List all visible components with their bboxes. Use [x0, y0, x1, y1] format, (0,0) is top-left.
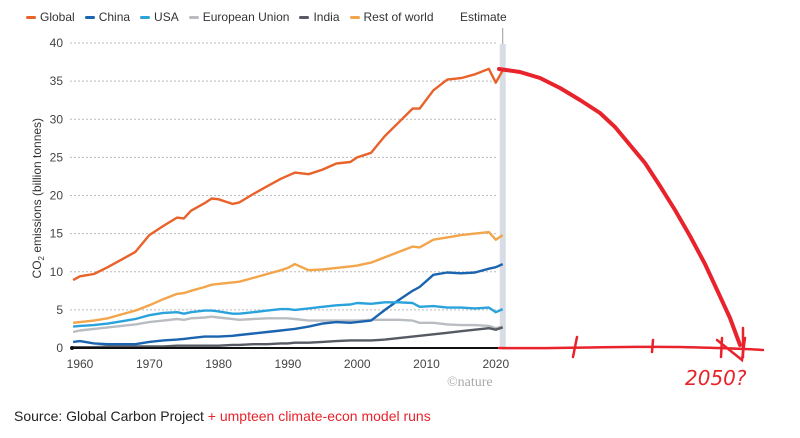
legend-label: European Union [202, 10, 290, 24]
x-tick-label: 2000 [344, 357, 371, 371]
legend-swatch [349, 15, 360, 19]
estimate-label: Estimate [460, 10, 507, 24]
x-tick-label: 1970 [136, 357, 163, 371]
extended-x-tick [571, 335, 579, 359]
projection-curve [497, 67, 742, 347]
x-tick-label: 1960 [67, 357, 94, 371]
y-tick-label: 10 [50, 265, 64, 279]
series-line-global [72, 67, 504, 282]
x-tick-label: 2020 [482, 357, 509, 371]
legend-swatch [299, 15, 310, 19]
annotation-2050-label: 2050? [685, 366, 747, 390]
ylabel-rest: emissions (billion tonnes) [29, 117, 44, 257]
legend-label: China [98, 10, 131, 24]
extended-x-tick [650, 338, 655, 354]
x-tick-label: 1990 [275, 357, 302, 371]
y-tick-label: 30 [50, 112, 64, 126]
estimate-band [499, 44, 506, 348]
y-tick-label: 20 [50, 189, 64, 203]
legend-label: India [313, 10, 340, 24]
series-lines [70, 67, 504, 350]
ylabel-co: CO [29, 260, 44, 279]
series-line-european-union [72, 315, 503, 334]
y-tick-label: 5 [56, 303, 63, 317]
legend-swatch [188, 15, 199, 19]
legend-item: European Union [188, 10, 290, 24]
y-tick-label: 0 [56, 341, 63, 355]
series-line-china [72, 263, 504, 346]
legend-label: Rest of world [363, 10, 434, 24]
series-line-usa [72, 301, 504, 328]
y-tick-label: 35 [50, 74, 64, 88]
legend-item: Global [26, 10, 75, 24]
x-tick-label: 1980 [205, 357, 232, 371]
legend-swatch [84, 15, 95, 19]
legend-item: India [299, 10, 340, 24]
y-tick-label: 40 [50, 36, 64, 50]
extended-x-axis [497, 345, 765, 352]
source-text: Source: Global Carbon Project [14, 408, 208, 424]
legend-item: China [84, 10, 131, 24]
extended-x-tick [719, 336, 724, 359]
ylabel-sub: 2 [37, 256, 47, 261]
series-line-india [73, 326, 504, 349]
y-axis-ticks: 0 5 10 15 20 25 30 35 40 [50, 36, 64, 355]
legend-swatch [140, 15, 151, 19]
x-tick-label: 2010 [413, 357, 440, 371]
y-axis-label: CO2 emissions (billion tonnes) [30, 98, 46, 298]
legend-swatch [26, 15, 36, 19]
hand-drawn-annotation: 2050? [497, 67, 765, 390]
y-tick-label: 25 [50, 150, 64, 164]
source-caption: Source: Global Carbon Project + umpteen … [14, 408, 431, 424]
y-tick-label: 15 [50, 227, 64, 241]
legend-label: USA [154, 10, 179, 24]
source-annotation: + umpteen climate-econ model runs [207, 408, 431, 424]
legend-label: Global [40, 10, 75, 24]
legend-item: Rest of world [349, 10, 434, 24]
x-axis-ticks: 1960 1970 1980 1990 2000 2010 2020 [67, 357, 510, 371]
legend-item: USA [140, 10, 179, 24]
legend: Global China USA European Union India Rest of… [26, 10, 434, 24]
series-line-rest-of-world [72, 230, 504, 324]
arrow-head [715, 336, 747, 363]
nature-credit: ©nature [447, 375, 493, 390]
